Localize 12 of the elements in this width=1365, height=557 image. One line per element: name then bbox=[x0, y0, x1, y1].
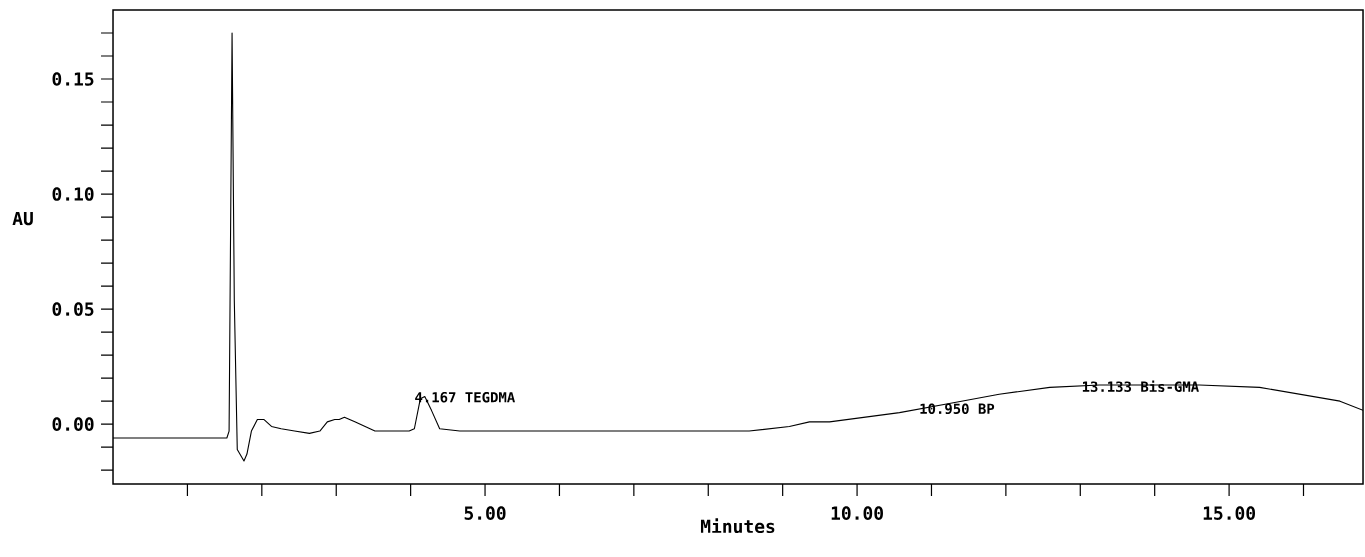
y-tick-label: 0.10 bbox=[52, 187, 94, 201]
y-tick-label: 0.15 bbox=[52, 72, 94, 86]
annotation: 13.133 Bis-GMA bbox=[1082, 380, 1199, 392]
x-axis-title: Minutes bbox=[700, 518, 775, 534]
annotation: 10.950 BP bbox=[920, 403, 995, 415]
x-tick-label: 10.00 bbox=[831, 506, 883, 520]
y-tick-label: 0.00 bbox=[52, 417, 94, 431]
annotation: 4.167 TEGDMA bbox=[415, 391, 515, 403]
x-tick-label: 5.00 bbox=[464, 506, 506, 520]
y-axis-title: AU bbox=[12, 211, 33, 226]
x-tick-label: 15.00 bbox=[1203, 506, 1256, 520]
y-tick-label: 0.05 bbox=[52, 302, 94, 316]
